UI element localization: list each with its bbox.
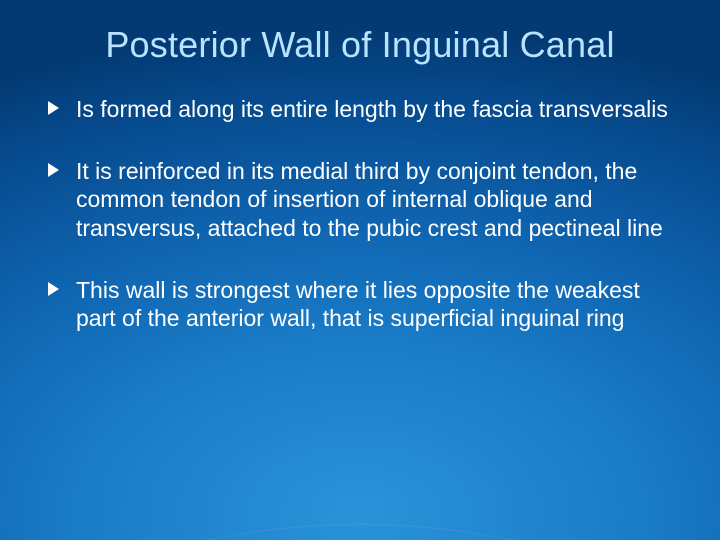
bullet-text: It is reinforced in its medial third by … [76,158,663,240]
bullet-list: Is formed along its entire length by the… [46,95,674,331]
list-item: Is formed along its entire length by the… [46,95,674,123]
bullet-arrow-icon [48,163,59,177]
bullet-text: This wall is strongest where it lies opp… [76,277,640,331]
list-item: It is reinforced in its medial third by … [46,157,674,241]
bullet-arrow-icon [48,101,59,115]
bullet-arrow-icon [48,282,59,296]
list-item: This wall is strongest where it lies opp… [46,276,674,332]
slide: Posterior Wall of Inguinal Canal Is form… [0,0,720,540]
bullet-text: Is formed along its entire length by the… [76,96,668,122]
slide-title: Posterior Wall of Inguinal Canal [46,24,674,65]
